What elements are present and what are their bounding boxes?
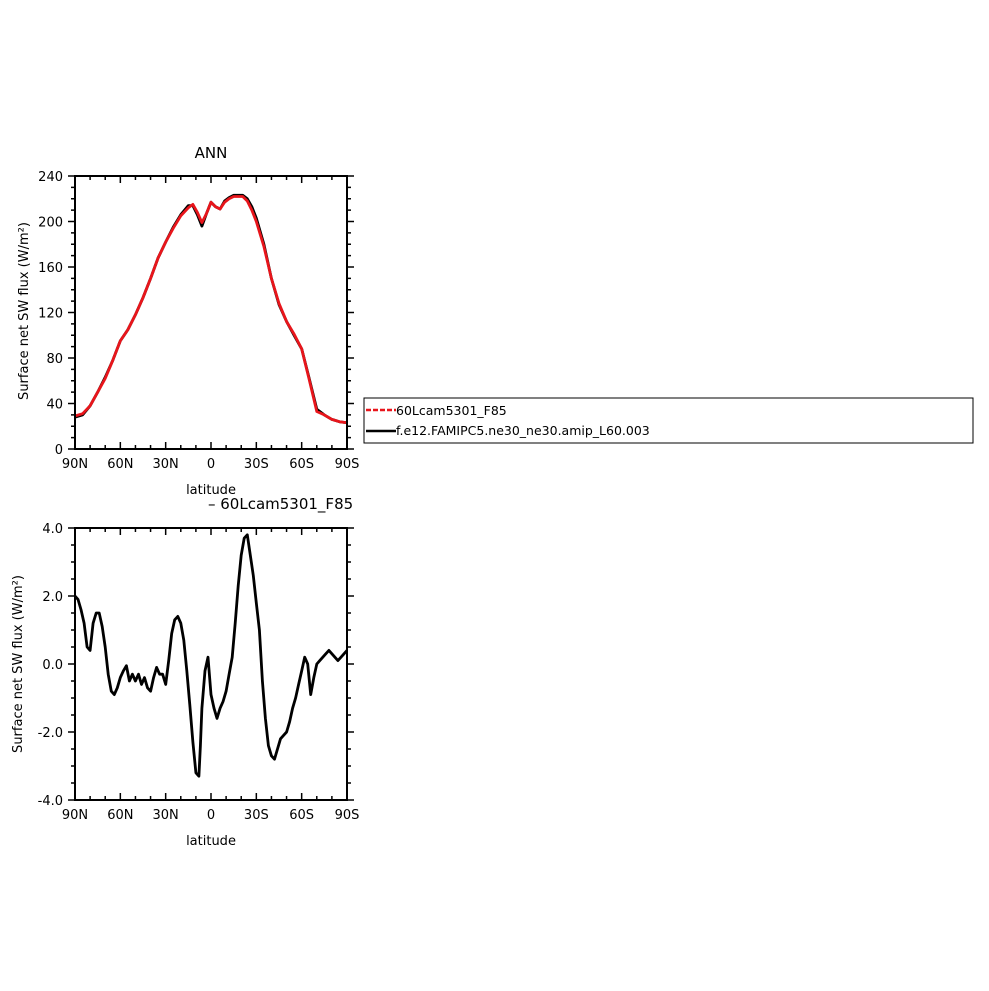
x-tick-label: 60S: [289, 808, 314, 823]
y-tick-label: 4.0: [42, 522, 63, 537]
legend-box: [363, 397, 974, 444]
x-axis-title: latitude: [186, 483, 236, 498]
plot-area: 90N 60N 30N 0 30S 60S 90S -4.0 -2.0 0.0 2.0 4.0: [38, 522, 360, 823]
panel-title: – 60Lcam5301_F85: [208, 495, 353, 514]
legend-label: 60Lcam5301_F85: [396, 403, 507, 418]
y-tick-label: -2.0: [38, 726, 63, 741]
x-tick-label: 90S: [335, 808, 360, 823]
x-tick-label: 60N: [107, 808, 133, 823]
x-axis-title: latitude: [186, 834, 236, 849]
plot-area: 90N 60N 30N 0 30S 60S 90S 0 40 80 120 160 200 240: [38, 170, 359, 472]
y-tick-label: 2.0: [42, 590, 63, 605]
panel-title: ANN: [195, 144, 228, 162]
y-tick-label: 200: [38, 216, 63, 231]
x-tick-label: 0: [207, 457, 215, 472]
x-tick-label: 30N: [153, 457, 179, 472]
y-axis-title: Surface net SW flux (W/m²): [11, 575, 26, 753]
difference-panel: – 60Lcam5301_F85 90N 60N 30N 0 30S 60S 90S -4.0…: [11, 495, 359, 849]
y-tick-label: 120: [38, 307, 63, 322]
y-tick-label: 40: [46, 398, 63, 413]
y-tick-label: 160: [38, 261, 63, 276]
y-tick-label: 0: [55, 443, 63, 458]
legend: 60Lcam5301_F85 f.e12.FAMIPC5.ne30_ne30.a…: [363, 397, 974, 444]
x-tick-label: 30S: [244, 808, 269, 823]
y-tick-label: 240: [38, 170, 63, 185]
legend-label: f.e12.FAMIPC5.ne30_ne30.amip_L60.003: [396, 423, 650, 438]
series-line: [75, 533, 347, 778]
x-tick-label: 90N: [62, 457, 88, 472]
series-line: [75, 195, 347, 425]
series-line: [75, 193, 347, 425]
x-tick-label: 0: [207, 808, 215, 823]
y-tick-label: 80: [46, 352, 63, 367]
flux-panel: ANN 90N 60N 30N 0 30S 60S 90S 0 40 80 120 160 200 240…: [17, 144, 359, 498]
x-tick-label: 30N: [153, 808, 179, 823]
y-tick-label: 0.0: [42, 658, 63, 673]
x-tick-label: 30S: [244, 457, 269, 472]
y-axis-title: Surface net SW flux (W/m²): [17, 222, 32, 400]
x-tick-label: 60N: [107, 457, 133, 472]
x-tick-label: 60S: [289, 457, 314, 472]
x-tick-label: 90S: [335, 457, 360, 472]
plot-frame: [74, 175, 348, 450]
y-tick-label: -4.0: [38, 794, 63, 809]
x-tick-label: 90N: [62, 808, 88, 823]
